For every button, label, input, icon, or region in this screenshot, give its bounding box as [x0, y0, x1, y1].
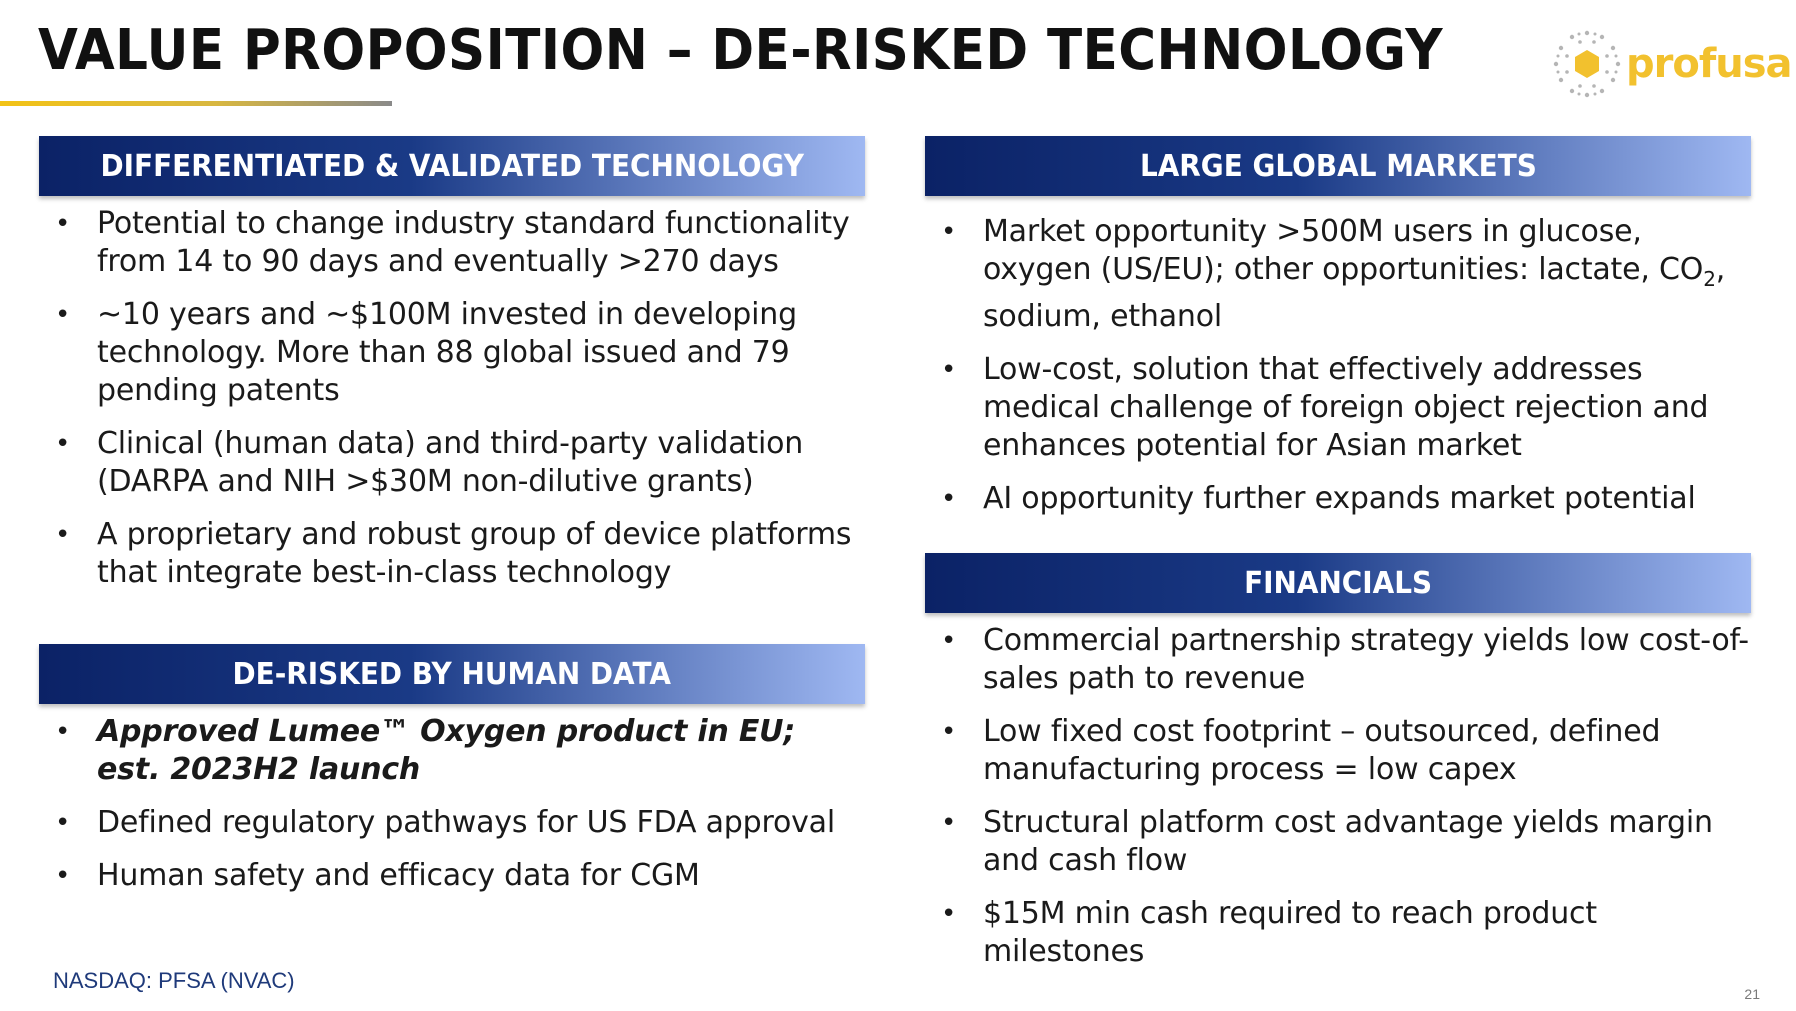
list-item: • Defined regulatory pathways for US FDA … — [55, 805, 835, 840]
list-item: • Human safety and efficacy data for CGM — [55, 858, 700, 893]
markets-bullet-list: • Market opportunity >500M users in gluco… — [925, 213, 1751, 533]
title-accent-rule — [0, 101, 392, 106]
list-item: • Approved Lumee™ Oxygen product in EU; e… — [55, 714, 796, 787]
bullet-icon: • — [55, 861, 71, 891]
bullet-icon: • — [55, 209, 71, 239]
bullet-icon: • — [55, 717, 71, 747]
slide-title: VALUE PROPOSITION – DE-RISKED TECHNOLOGY — [38, 18, 1444, 83]
bullet-icon: • — [941, 217, 957, 247]
tech-section-heading: DIFFERENTIATED & VALIDATED TECHNOLOGY — [100, 148, 804, 184]
human-data-section-heading: DE-RISKED BY HUMAN DATA — [232, 656, 672, 692]
logo-wordmark: profusa — [1626, 41, 1793, 87]
tech-section-header: DIFFERENTIATED & VALIDATED TECHNOLOGY — [39, 136, 865, 196]
list-item: • Clinical (human data) and third-party v… — [55, 426, 804, 499]
list-item: • Potential to change industry standard f… — [55, 206, 850, 279]
bullet-icon: • — [55, 808, 71, 838]
tech-bullet-list: • Potential to change industry standard f… — [39, 205, 865, 607]
markets-section-heading: LARGE GLOBAL MARKETS — [1139, 148, 1537, 184]
list-item: • AI opportunity further expands market p… — [941, 481, 1696, 516]
page-number: 21 — [1744, 986, 1760, 1002]
markets-section-header: LARGE GLOBAL MARKETS — [925, 136, 1751, 196]
list-item: • ~10 years and ~$100M invested in develo… — [55, 297, 797, 408]
bullet-icon: • — [55, 429, 71, 459]
list-item: • Low fixed cost footprint – outsourced, … — [941, 714, 1661, 787]
bullet-icon: • — [941, 484, 957, 514]
list-item: • $15M min cash required to reach product… — [941, 896, 1597, 969]
list-item: • Structural platform cost advantage yiel… — [941, 805, 1713, 878]
bullet-icon: • — [941, 355, 957, 385]
list-item: • Low-cost, solution that effectively add… — [941, 352, 1709, 463]
company-logo: profusa — [1550, 14, 1793, 114]
human-data-section-header: DE-RISKED BY HUMAN DATA — [39, 644, 865, 704]
financials-section-heading: FINANCIALS — [1243, 565, 1433, 601]
ticker-footer: NASDAQ: PFSA (NVAC) — [53, 968, 295, 993]
bullet-icon: • — [941, 626, 957, 656]
bullet-icon: • — [55, 300, 71, 330]
bullet-icon: • — [941, 717, 957, 747]
financials-bullet-list: • Commercial partnership strategy yields … — [925, 622, 1751, 986]
list-item: • Market opportunity >500M users in gluco… — [941, 214, 1726, 334]
financials-section-header: FINANCIALS — [925, 553, 1751, 613]
list-item: • A proprietary and robust group of devic… — [55, 517, 852, 590]
human-data-bullet-list: • Approved Lumee™ Oxygen product in EU; e… — [39, 713, 865, 910]
bullet-icon: • — [941, 808, 957, 838]
bullet-icon: • — [55, 520, 71, 550]
bullet-icon: • — [941, 899, 957, 929]
list-item: • Commercial partnership strategy yields … — [941, 623, 1749, 696]
profusa-mark-icon — [1553, 30, 1621, 98]
